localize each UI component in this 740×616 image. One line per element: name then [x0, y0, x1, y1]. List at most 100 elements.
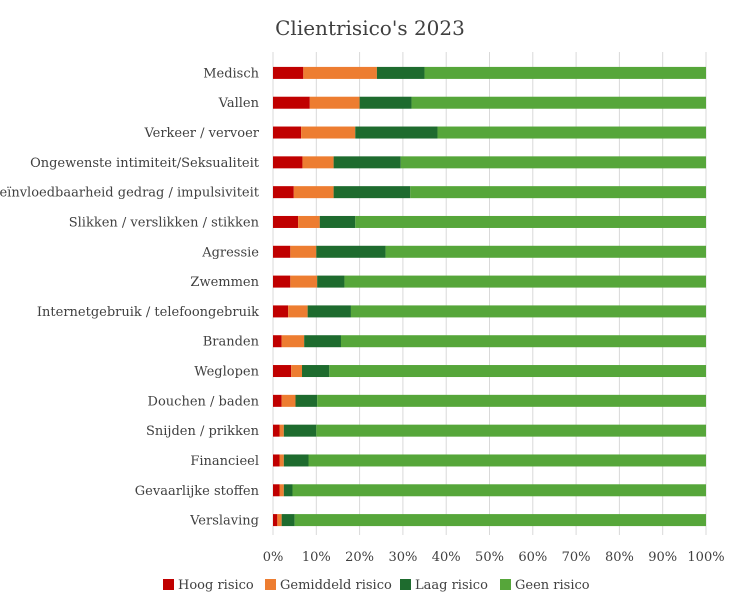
- bar-segment: [290, 275, 318, 288]
- legend-swatch: [500, 579, 511, 590]
- category-label: Beïnvloedbaarheid gedrag / impulsiviteit: [0, 186, 260, 201]
- bar-segment: [273, 424, 280, 437]
- bar-segment: [273, 394, 282, 407]
- bar-segment: [400, 156, 706, 169]
- bar-segment: [308, 454, 706, 467]
- bar-segment: [281, 514, 295, 527]
- bar-segment: [273, 186, 294, 199]
- category-label: Medisch: [203, 66, 259, 81]
- category-label: Gevaarlijke stoffen: [135, 484, 260, 499]
- category-label: Snijden / prikken: [146, 424, 260, 439]
- x-tick-label: 80%: [605, 550, 634, 565]
- x-tick-label: 40%: [432, 550, 461, 565]
- legend: Hoog risico Gemiddeld risico Laag risico Ge…: [163, 578, 590, 593]
- bar-segment: [273, 365, 292, 378]
- bar-segment: [283, 484, 293, 497]
- bar-segment: [281, 394, 296, 407]
- category-label: Verkeer / vervoer: [143, 126, 259, 141]
- bar-segment: [359, 96, 412, 109]
- bar-segment: [410, 186, 706, 199]
- category-label: Douchen / baden: [148, 394, 260, 409]
- category-label: Agressie: [201, 245, 259, 260]
- bar-segment: [302, 365, 330, 378]
- bar-segment: [273, 514, 278, 527]
- bar-segment: [283, 424, 317, 437]
- bar-segment: [350, 305, 706, 318]
- bar-segment: [273, 215, 299, 228]
- bar-segment: [283, 454, 309, 467]
- bar-segment: [281, 335, 305, 348]
- x-tick-label: 10%: [302, 550, 331, 565]
- legend-swatch: [265, 579, 276, 590]
- bar-segment: [291, 365, 303, 378]
- bar-segment: [319, 215, 356, 228]
- bar-segment: [293, 186, 334, 199]
- bar-segment: [316, 245, 386, 258]
- category-label: Zwemmen: [190, 275, 259, 290]
- category-labels: Medisch Vallen Verkeer / vervoer Ongewenste…: [0, 66, 260, 528]
- bar-segment: [376, 66, 425, 79]
- legend-label: Geen risico: [515, 578, 590, 593]
- bar-segment: [329, 365, 706, 378]
- legend-swatch: [400, 579, 411, 590]
- bar-segment: [302, 156, 334, 169]
- category-label: Weglopen: [194, 365, 259, 380]
- bar-segment: [303, 66, 377, 79]
- bar-segment: [437, 126, 706, 139]
- bar-segment: [316, 424, 706, 437]
- bar-segment: [307, 305, 351, 318]
- bar-segment: [333, 186, 411, 199]
- chart-title: Clientrisico's 2023: [275, 16, 465, 40]
- bar-segment: [298, 215, 320, 228]
- bar-segment: [301, 126, 356, 139]
- bar-segment: [277, 514, 282, 527]
- bar-segment: [279, 454, 284, 467]
- bar-segment: [292, 484, 706, 497]
- bar-segment: [304, 335, 341, 348]
- x-tick-label: 50%: [475, 550, 504, 565]
- bar-segment: [273, 484, 280, 497]
- category-label: Verslaving: [189, 514, 259, 529]
- x-tick-label: 100%: [687, 550, 724, 565]
- bar-segment: [288, 305, 308, 318]
- x-tick-labels: 0% 10% 20% 30% 40% 50% 60% 70% 80% 90% 100%: [263, 550, 725, 565]
- bar-segment: [355, 215, 706, 228]
- category-label: Ongewenste intimiteit/Seksualiteit: [30, 156, 260, 171]
- bar-segment: [273, 66, 304, 79]
- bar-segment: [273, 275, 291, 288]
- legend-swatch: [163, 579, 174, 590]
- bar-segment: [385, 245, 706, 258]
- bar-segment: [424, 66, 706, 79]
- bar-segment: [333, 156, 401, 169]
- category-label: Financieel: [190, 454, 259, 469]
- bar-segment: [290, 245, 317, 258]
- bar-segment: [273, 126, 302, 139]
- x-tick-label: 0%: [263, 550, 284, 565]
- x-tick-label: 60%: [518, 550, 547, 565]
- bar-segment: [273, 454, 280, 467]
- bar-segment: [273, 335, 282, 348]
- bar-segment: [295, 394, 318, 407]
- bar-segment: [355, 126, 438, 139]
- category-label: Branden: [203, 335, 260, 350]
- x-tick-label: 30%: [388, 550, 417, 565]
- bar-segment: [273, 156, 303, 169]
- category-label: Internetgebruik / telefoongebruik: [37, 305, 259, 320]
- category-label: Vallen: [218, 96, 260, 111]
- bar-segment: [279, 424, 284, 437]
- x-tick-label: 70%: [562, 550, 591, 565]
- bars: [273, 66, 706, 527]
- legend-label: Hoog risico: [178, 578, 254, 593]
- bar-segment: [279, 484, 284, 497]
- bar-segment: [340, 335, 706, 348]
- bar-segment: [344, 275, 706, 288]
- bar-segment: [411, 96, 706, 109]
- bar-segment: [273, 245, 291, 258]
- bar-segment: [317, 275, 345, 288]
- bar-segment: [273, 305, 289, 318]
- category-label: Slikken / verslikken / stikken: [69, 215, 260, 230]
- bar-segment: [317, 394, 706, 407]
- bar-segment: [294, 514, 706, 527]
